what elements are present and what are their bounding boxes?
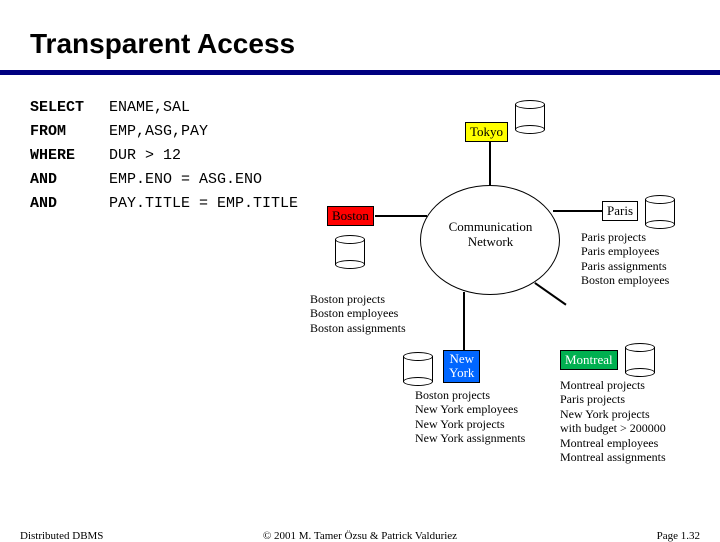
sql-from: FROM EMP,ASG,PAY: [30, 120, 298, 144]
db-icon-paris: [645, 195, 675, 229]
kw-where: WHERE: [30, 144, 100, 168]
newyork-data-list: Boston projectsNew York employeesNew Yor…: [415, 388, 525, 446]
paris-data-list: Paris projectsParis employeesParis assig…: [581, 230, 669, 288]
node-boston: Boston: [327, 206, 374, 226]
ring-label-l1: Communication: [449, 219, 533, 234]
data-row: New York projects: [415, 417, 525, 431]
db-icon-newyork: [403, 352, 433, 386]
node-newyork-l2: York: [449, 365, 474, 380]
data-row: Boston employees: [581, 273, 669, 287]
data-row: Paris projects: [581, 230, 669, 244]
data-row: New York assignments: [415, 431, 525, 445]
title-underline: [0, 70, 720, 75]
data-row: Paris assignments: [581, 259, 669, 273]
sql-query: SELECT ENAME,SAL FROM EMP,ASG,PAY WHERE …: [30, 96, 298, 216]
node-paris: Paris: [602, 201, 638, 221]
node-montreal: Montreal: [560, 350, 618, 370]
slide-title: Transparent Access: [30, 28, 295, 60]
network-diagram: Communication Network Tokyo Boston Paris…: [335, 100, 700, 500]
db-icon-tokyo: [515, 100, 545, 134]
montreal-data-list: Montreal projectsParis projectsNew York …: [560, 378, 666, 464]
sql-where-cond: DUR > 12: [109, 147, 181, 164]
kw-select: SELECT: [30, 96, 100, 120]
sql-from-tables: EMP,ASG,PAY: [109, 123, 208, 140]
connector-paris: [553, 210, 603, 212]
connector-boston: [375, 215, 427, 217]
node-newyork-l1: New: [449, 351, 474, 366]
node-montreal-label: Montreal: [565, 352, 613, 367]
sql-select: SELECT ENAME,SAL: [30, 96, 298, 120]
data-row: Boston projects: [415, 388, 525, 402]
comm-network-label: Communication Network: [433, 220, 548, 250]
data-row: Paris projects: [560, 392, 666, 406]
data-row: Montreal assignments: [560, 450, 666, 464]
node-boston-label: Boston: [332, 208, 369, 223]
node-paris-label: Paris: [607, 203, 633, 218]
kw-and2: AND: [30, 192, 100, 216]
kw-from: FROM: [30, 120, 100, 144]
footer-center: © 2001 M. Tamer Özsu & Patrick Valduriez: [0, 530, 720, 542]
data-row: with budget > 200000: [560, 421, 666, 435]
data-row: New York projects: [560, 407, 666, 421]
kw-and1: AND: [30, 168, 100, 192]
data-row: Boston assignments: [310, 321, 406, 335]
sql-where: WHERE DUR > 12: [30, 144, 298, 168]
data-row: New York employees: [415, 402, 525, 416]
db-icon-boston: [335, 235, 365, 269]
sql-and2: AND PAY.TITLE = EMP.TITLE: [30, 192, 298, 216]
sql-and1: AND EMP.ENO = ASG.ENO: [30, 168, 298, 192]
connector-montreal: [535, 282, 567, 305]
node-tokyo-label: Tokyo: [470, 124, 503, 139]
sql-and1-cond: EMP.ENO = ASG.ENO: [109, 171, 262, 188]
footer-right: Page 1.32: [657, 530, 700, 542]
ring-label-l2: Network: [468, 234, 514, 249]
data-row: Montreal projects: [560, 378, 666, 392]
db-icon-montreal: [625, 343, 655, 377]
sql-and2-cond: PAY.TITLE = EMP.TITLE: [109, 195, 298, 212]
data-row: Montreal employees: [560, 436, 666, 450]
data-row: Paris employees: [581, 244, 669, 258]
node-newyork: New York: [443, 350, 480, 383]
data-row: Boston projects: [310, 292, 406, 306]
connector-newyork: [463, 292, 465, 350]
sql-select-cols: ENAME,SAL: [109, 99, 190, 116]
node-tokyo: Tokyo: [465, 122, 508, 142]
boston-data-list: Boston projectsBoston employeesBoston as…: [310, 292, 406, 335]
connector-tokyo: [489, 140, 491, 186]
data-row: Boston employees: [310, 306, 406, 320]
